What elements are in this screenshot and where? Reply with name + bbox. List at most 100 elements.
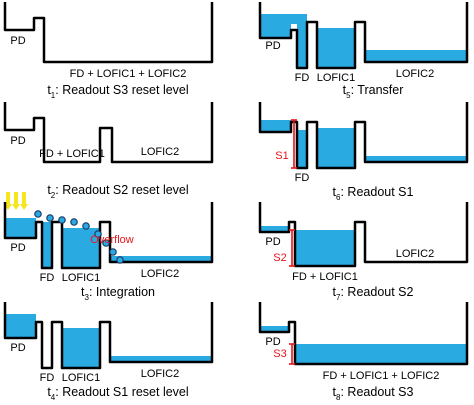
potential-well <box>258 102 469 170</box>
charge <box>317 128 355 168</box>
potential-well <box>258 302 469 366</box>
caption: t7: Readout S2 <box>333 285 414 301</box>
label: LOFIC1 <box>62 272 101 284</box>
caption-text: : Readout S1 reset level <box>55 385 188 399</box>
charge <box>295 230 355 266</box>
charge <box>62 328 100 368</box>
label: FD <box>295 72 310 84</box>
caption-text: : Readout S3 reset level <box>55 83 188 97</box>
charge <box>260 14 291 38</box>
marker-label: S1 <box>275 150 288 162</box>
charge <box>260 120 291 132</box>
label: LOFIC1 <box>62 372 101 384</box>
label: FD + LOFIC1 <box>39 148 105 160</box>
panel: S2 PD FD + LOFIC1 LOFIC2 t7: Readout S2 <box>258 202 469 302</box>
charge <box>317 28 355 68</box>
label: FD + LOFIC1 <box>292 271 358 283</box>
charge <box>260 326 289 332</box>
potential-well <box>3 102 214 164</box>
charge <box>365 156 467 162</box>
caption-text: : Readout S2 reset level <box>55 183 188 197</box>
panel: PD FD + LOFIC1 LOFIC2 t2: Readout S2 res… <box>3 102 214 200</box>
label: FD + LOFIC1 + LOFIC2 <box>70 68 187 80</box>
potential-well <box>3 202 214 270</box>
label: PD <box>10 242 25 254</box>
panel: S1 FD t6: Readout S1 <box>258 102 469 202</box>
signal-marker <box>289 343 295 365</box>
label: FD <box>40 272 55 284</box>
panel: PD FD LOFIC1 LOFIC2 t5: Transfer <box>258 2 469 100</box>
charge <box>295 344 467 364</box>
label: LOFIC2 <box>141 268 180 280</box>
caption-sub: 1 <box>51 91 56 100</box>
caption-t: t <box>81 285 85 299</box>
panel: Overflow PD FD LOFIC1 LOFIC2 t3: Integra… <box>3 192 214 302</box>
caption: t5: Transfer <box>343 83 404 99</box>
charge <box>297 130 307 168</box>
overflow-dots <box>34 210 124 264</box>
charge <box>365 50 467 62</box>
marker-label: S3 <box>273 348 286 360</box>
caption: t1: Readout S3 reset level <box>47 83 188 99</box>
panel: PD FD + LOFIC1 + LOFIC2 t1: Readout S3 r… <box>3 2 214 100</box>
caption: t4: Readout S1 reset level <box>47 385 188 401</box>
charge <box>260 226 289 232</box>
potential-well <box>3 302 214 370</box>
panel: PD FD LOFIC1 LOFIC2 t4: Readout S1 reset… <box>3 302 214 402</box>
caption-sub: 5 <box>346 91 351 100</box>
caption-t: t <box>47 183 51 197</box>
label: FD <box>40 372 55 384</box>
caption-t: t <box>333 385 337 399</box>
annotation: Overflow <box>90 234 133 246</box>
charge <box>297 14 307 68</box>
caption-text: : Transfer <box>351 83 404 97</box>
caption-sub: 2 <box>51 191 56 200</box>
caption-sub: 3 <box>85 293 90 302</box>
label: PD <box>10 35 25 47</box>
label: PD <box>10 342 25 354</box>
charge <box>5 218 36 238</box>
label: FD <box>295 172 310 184</box>
charge <box>42 222 52 268</box>
caption-t: t <box>333 285 337 299</box>
signal-marker <box>291 119 297 169</box>
marker-label: S2 <box>273 252 286 264</box>
caption: t2: Readout S2 reset level <box>47 183 188 199</box>
caption-t: t <box>47 385 51 399</box>
label: PD <box>265 336 280 348</box>
caption-sub: 8 <box>336 393 341 402</box>
caption: t3: Integration <box>81 285 155 301</box>
potential-well <box>258 202 469 268</box>
label: FD + LOFIC1 + LOFIC2 <box>323 370 440 382</box>
caption-t: t <box>333 185 337 199</box>
label: LOFIC2 <box>141 146 180 158</box>
label: LOFIC1 <box>317 72 356 84</box>
label: PD <box>265 236 280 248</box>
label: PD <box>10 135 25 147</box>
caption-t: t <box>47 83 51 97</box>
charge <box>5 314 36 338</box>
label: LOFIC2 <box>141 368 180 380</box>
caption-sub: 6 <box>336 193 341 202</box>
caption-t: t <box>343 83 347 97</box>
caption-sub: 4 <box>51 393 56 402</box>
light-arrows <box>4 192 28 210</box>
potential-well <box>3 2 214 64</box>
charge <box>62 228 100 268</box>
caption-text: : Readout S1 <box>340 185 413 199</box>
caption-text: : Readout S2 <box>340 285 413 299</box>
caption: t6: Readout S1 <box>333 185 414 201</box>
potential-well <box>258 2 469 70</box>
charge <box>110 356 212 362</box>
caption-sub: 7 <box>336 293 341 302</box>
caption: t8: Readout S3 <box>333 385 414 401</box>
label: PD <box>265 40 280 52</box>
label: LOFIC2 <box>396 68 435 80</box>
caption-text: : Integration <box>89 285 155 299</box>
panel: S3 PD FD + LOFIC1 + LOFIC2 t8: Readout S… <box>258 302 469 402</box>
signal-marker <box>289 229 295 267</box>
label: LOFIC2 <box>396 248 435 260</box>
charge <box>110 256 212 262</box>
caption-text: : Readout S3 <box>340 385 413 399</box>
